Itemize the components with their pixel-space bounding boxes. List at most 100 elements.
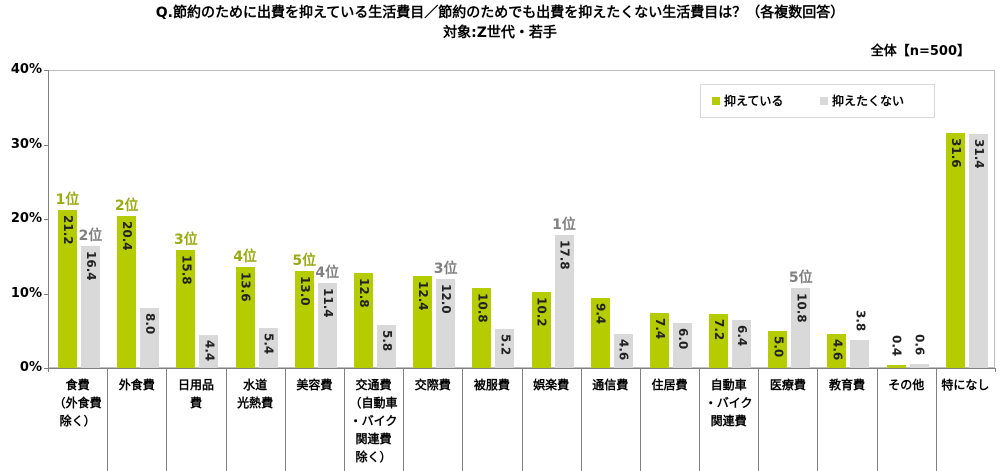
bar-not-restrained <box>140 308 160 368</box>
y-tick-label: 30% <box>10 136 42 152</box>
y-tick-label: 40% <box>10 62 42 77</box>
bar-not-restrained <box>258 327 278 368</box>
bar-not-restrained <box>909 363 929 368</box>
bar-restrained <box>768 330 788 368</box>
bar-not-restrained <box>732 320 752 368</box>
data-label: 6.0 <box>675 328 690 350</box>
x-tick-label: その他 <box>888 378 925 392</box>
data-label: 5.0 <box>771 335 786 358</box>
category-divider <box>225 368 227 471</box>
category-divider <box>817 368 819 471</box>
rank-label: 5位 <box>788 269 813 286</box>
bar-not-restrained <box>791 287 811 368</box>
bar-not-restrained <box>672 323 692 368</box>
category-divider <box>699 368 701 471</box>
x-tick-label: 特になし <box>941 378 990 392</box>
bar-restrained <box>827 333 847 368</box>
legend-label: 抑えている <box>724 94 784 108</box>
y-tick-mark <box>44 293 48 295</box>
rank-label: 3位 <box>174 232 198 249</box>
category-divider <box>521 368 523 471</box>
bar-restrained <box>413 275 433 368</box>
bar-restrained <box>235 266 255 368</box>
bar-not-restrained <box>850 339 870 368</box>
y-tick-label: 20% <box>10 211 42 226</box>
chart-subtitle: 対象:Z世代・若手 <box>443 25 557 41</box>
data-label: 5.2 <box>498 334 513 356</box>
data-label: 13.0 <box>297 276 312 306</box>
rank-label: 5位 <box>292 253 317 270</box>
bar-restrained <box>353 272 373 368</box>
y-tick-mark <box>44 144 48 146</box>
x-tick-label: 教育費 <box>829 378 866 392</box>
bar-not-restrained <box>554 235 574 368</box>
chart-title: Q.節約のために出費を抑えている生活費目／節約のためでも出費を抑えたくない生活費… <box>155 5 845 21</box>
x-tick-label: （自動車 <box>349 396 398 410</box>
data-label: 15.8 <box>179 255 194 285</box>
y-axis <box>48 70 49 368</box>
y-tick-label: 10% <box>10 285 42 301</box>
rank-label: 1位 <box>552 217 576 234</box>
bar-not-restrained <box>613 333 633 368</box>
x-tick-label: 光熱費 <box>237 396 274 410</box>
data-label: 5.8 <box>379 329 394 352</box>
x-tick-label: 外食費 <box>118 378 155 392</box>
data-label: 31.4 <box>971 139 986 169</box>
bar-not-restrained <box>495 329 515 368</box>
category-divider <box>639 368 641 471</box>
base-label: 全体【n=500】 <box>870 44 970 59</box>
data-label: 21.2 <box>61 215 75 245</box>
x-tick-label: 水道 <box>243 378 268 392</box>
x-tick-label: 交通費 <box>355 378 392 392</box>
x-tick-label: ・バイク <box>704 396 753 410</box>
rank-label: 2位 <box>114 198 139 215</box>
rank-label: 4位 <box>315 265 340 282</box>
y-tick-label: 0% <box>19 360 42 375</box>
data-label: 12.0 <box>439 283 454 314</box>
legend-swatch <box>712 97 720 105</box>
bar-not-restrained <box>81 245 100 368</box>
x-tick-label: 自動車 <box>710 378 747 392</box>
data-label: 0.4 <box>889 335 904 357</box>
data-label: 4.6 <box>616 338 631 360</box>
bar-not-restrained <box>199 335 219 368</box>
bar-restrained <box>709 314 729 368</box>
legend <box>700 84 935 118</box>
x-tick-label: 食費 <box>65 378 90 392</box>
category-divider <box>995 368 996 372</box>
data-label: 4.6 <box>830 338 845 360</box>
data-label: 13.6 <box>238 271 253 302</box>
data-label: 10.8 <box>475 292 490 323</box>
y-tick-mark <box>44 219 48 220</box>
category-divider <box>166 368 168 471</box>
bar-not-restrained <box>376 324 396 368</box>
x-tick-label: 美容費 <box>296 378 333 392</box>
category-divider <box>48 368 49 372</box>
bar-restrained <box>176 250 196 368</box>
bar-restrained <box>472 287 492 368</box>
data-label: 3.8 <box>853 309 868 331</box>
data-label: 10.2 <box>534 297 549 327</box>
bar-restrained <box>649 312 669 368</box>
data-label: 6.4 <box>735 325 750 347</box>
category-divider <box>462 368 464 471</box>
category-divider <box>343 368 345 471</box>
x-tick-label: 医療費 <box>769 378 806 392</box>
x-tick-label: 除く） <box>59 414 96 428</box>
rank-label: 3位 <box>433 260 458 277</box>
x-tick-label: 除く） <box>355 450 392 464</box>
data-label: 12.8 <box>356 277 371 308</box>
x-tick-label: 通信費 <box>592 378 629 392</box>
data-label: 11.4 <box>320 288 335 318</box>
category-divider <box>935 368 937 471</box>
x-tick-label: （外食費 <box>53 396 102 410</box>
category-divider <box>107 368 109 471</box>
data-label: 31.6 <box>948 137 963 168</box>
legend-swatch <box>820 97 828 105</box>
legend-label: 抑えたくない <box>832 94 905 108</box>
x-tick-label: 日用品 <box>177 378 214 392</box>
data-label: 0.6 <box>912 333 927 355</box>
category-divider <box>284 368 286 471</box>
rank-label: 1位 <box>55 192 80 209</box>
data-label: 17.8 <box>557 240 572 270</box>
